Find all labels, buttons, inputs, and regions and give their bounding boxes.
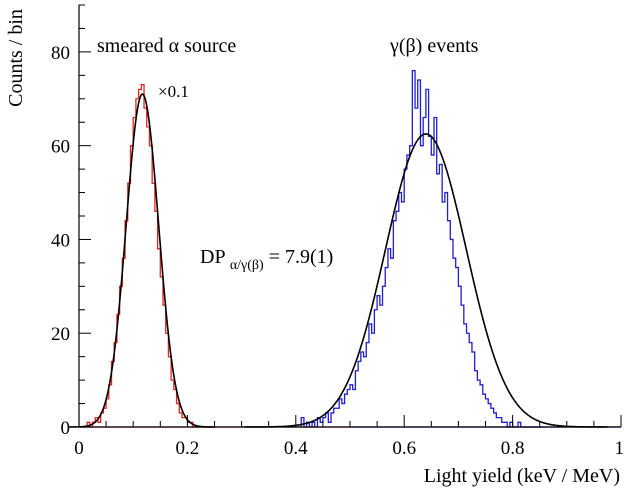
alpha-fit-curve <box>69 93 216 428</box>
axes: 0 20 40 60 80 0 0.2 0.4 0.6 0.8 1 <box>51 4 625 459</box>
x-tick-label: 0 <box>74 438 84 459</box>
dp-subscript: α/γ(β) <box>230 258 264 273</box>
x-axis-title: Light yield (keV / MeV) <box>424 465 620 487</box>
alpha-source-label: smeared α source <box>97 35 236 57</box>
discrimination-power-label: DP α/γ(β) = 7.9(1) <box>200 246 333 274</box>
fit-curve-layer <box>69 93 608 428</box>
gamma-events-label: γ(β) events <box>389 35 479 57</box>
gamma-histogram <box>300 69 543 428</box>
dp-main: DP <box>200 246 225 268</box>
y-tick-label: 20 <box>51 324 70 345</box>
x-tick-label: 1 <box>615 438 625 459</box>
x-tick-label: 0.8 <box>501 438 525 459</box>
gamma-fit-curve <box>244 133 608 428</box>
alpha-histogram <box>79 84 207 428</box>
x-tick-label: 0.6 <box>392 438 416 459</box>
y-tick-label: 40 <box>51 230 70 251</box>
y-axis-title: Counts / bin <box>5 9 27 107</box>
x-tick-label: 0.4 <box>284 438 308 459</box>
scale-factor-label: ×0.1 <box>158 82 189 101</box>
y-tick-label: 60 <box>51 137 70 158</box>
y-tick-label: 0 <box>61 418 71 439</box>
x-tick-label: 0.2 <box>176 438 200 459</box>
dp-value: = 7.9(1) <box>269 246 334 268</box>
y-tick-label: 80 <box>51 43 70 64</box>
